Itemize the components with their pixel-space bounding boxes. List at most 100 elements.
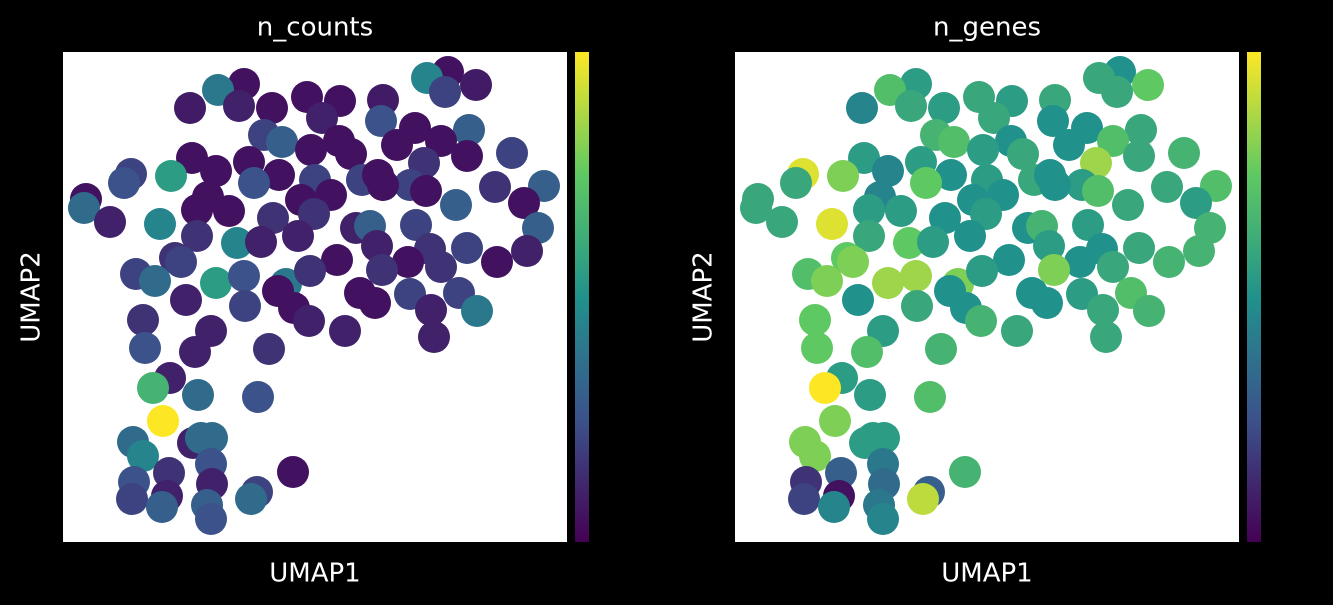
point (1082, 175, 1114, 207)
point (293, 305, 325, 337)
point (1038, 254, 1070, 286)
point (1151, 171, 1183, 203)
point (1087, 294, 1119, 326)
point (816, 208, 848, 240)
point (381, 129, 413, 161)
point (223, 90, 255, 122)
point (165, 246, 197, 278)
point (799, 304, 831, 336)
point (853, 194, 885, 226)
x-axis-label: UMAP1 (269, 559, 360, 589)
point (1123, 140, 1155, 172)
point (235, 483, 267, 515)
point (1101, 76, 1133, 108)
point (966, 255, 998, 287)
point (176, 142, 208, 174)
point (361, 230, 393, 262)
point (238, 167, 270, 199)
point (496, 137, 528, 169)
point (1183, 235, 1215, 267)
point (108, 167, 140, 199)
point (153, 457, 185, 489)
point (910, 167, 942, 199)
point (1153, 246, 1185, 278)
point (970, 198, 1002, 230)
point (799, 440, 831, 472)
point (460, 69, 492, 101)
point (295, 134, 327, 166)
point (925, 333, 957, 365)
point (129, 332, 161, 364)
point (868, 422, 900, 454)
point (144, 208, 176, 240)
point (263, 159, 295, 191)
point (195, 503, 227, 535)
point (174, 92, 206, 124)
point (929, 202, 961, 234)
point (1112, 189, 1144, 221)
point (282, 220, 314, 252)
point (365, 105, 397, 137)
point (954, 220, 986, 252)
chart-title: n_genes (933, 13, 1041, 43)
point (818, 491, 850, 523)
point (294, 255, 326, 287)
point (1133, 295, 1165, 327)
point (837, 246, 869, 278)
point (257, 202, 289, 234)
point (415, 294, 447, 326)
point (116, 483, 148, 515)
point (867, 503, 899, 535)
point (1125, 114, 1157, 146)
point (461, 295, 493, 327)
point (200, 155, 232, 187)
point (1033, 230, 1065, 262)
point (1132, 69, 1164, 101)
point (266, 126, 298, 158)
point (1097, 125, 1129, 157)
x-axis-label: UMAP1 (941, 559, 1032, 589)
point (872, 155, 904, 187)
point (1037, 105, 1069, 137)
point (872, 267, 904, 299)
point (329, 315, 361, 347)
point (851, 336, 883, 368)
point (127, 304, 159, 336)
point (425, 251, 457, 283)
point (1053, 129, 1085, 161)
colorbar (575, 52, 589, 542)
chart-title: n_counts (257, 13, 373, 43)
point (453, 114, 485, 146)
point (321, 244, 353, 276)
point (277, 456, 309, 488)
point (914, 381, 946, 413)
point (440, 189, 472, 221)
point (1031, 287, 1063, 319)
points (68, 56, 560, 535)
point (306, 102, 338, 134)
point (196, 422, 228, 454)
colorbar (1247, 52, 1261, 542)
point (854, 379, 886, 411)
point (253, 333, 285, 365)
point (137, 372, 169, 404)
point (181, 220, 213, 252)
points (740, 56, 1232, 535)
point (1072, 209, 1104, 241)
point (893, 227, 925, 259)
point (1123, 232, 1155, 264)
point (245, 226, 277, 258)
point (182, 379, 214, 411)
point (451, 140, 483, 172)
point (827, 160, 859, 192)
point (451, 232, 483, 264)
point (901, 290, 933, 322)
point (967, 134, 999, 166)
point (68, 192, 100, 224)
point (221, 227, 253, 259)
point (179, 336, 211, 368)
point (1039, 169, 1071, 201)
point (938, 126, 970, 158)
